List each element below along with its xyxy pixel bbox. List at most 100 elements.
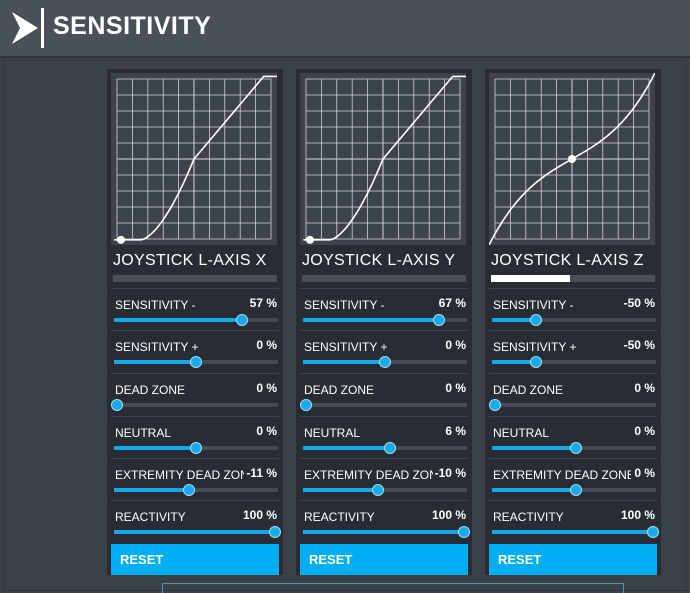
slider-handle[interactable] bbox=[569, 484, 582, 496]
setting-slider[interactable] bbox=[303, 442, 467, 454]
setting-slider[interactable] bbox=[303, 526, 470, 538]
setting-slider[interactable] bbox=[492, 526, 659, 538]
setting-label: REACTIVITY bbox=[115, 510, 186, 524]
setting-row-sensitivity-minus: SENSITIVITY - 57 % bbox=[111, 288, 279, 331]
setting-row-dead-zone: DEAD ZONE 0 % bbox=[111, 373, 279, 416]
setting-slider[interactable] bbox=[492, 356, 656, 368]
setting-label: NEUTRAL bbox=[115, 426, 172, 440]
setting-row-reactivity: REACTIVITY 100 % bbox=[300, 500, 470, 543]
axis-name: JOYSTICK L-AXIS Y bbox=[302, 252, 456, 269]
curve-position-marker bbox=[305, 235, 314, 244]
setting-slider[interactable] bbox=[492, 442, 656, 454]
slider-fill bbox=[114, 530, 278, 534]
slider-fill bbox=[114, 318, 242, 322]
setting-row-reactivity: REACTIVITY 100 % bbox=[489, 500, 659, 543]
reset-button[interactable]: RESET bbox=[111, 544, 279, 575]
setting-slider[interactable] bbox=[114, 314, 278, 326]
axis-panel-3: JOYSTICK L-AXIS Z SENSITIVITY - -50 % SENSI… bbox=[485, 69, 661, 575]
setting-slider[interactable] bbox=[114, 526, 281, 538]
slider-handle[interactable] bbox=[569, 442, 582, 454]
slider-handle[interactable] bbox=[111, 399, 123, 411]
graph-grid bbox=[305, 78, 461, 240]
response-curve-graph bbox=[300, 73, 466, 245]
setting-row-extremity-dead-zone: EXTREMITY DEAD ZONE -11 % bbox=[111, 458, 279, 501]
setting-value: 0 % bbox=[632, 466, 655, 480]
response-curve bbox=[303, 75, 466, 241]
setting-value: 0 % bbox=[254, 338, 277, 352]
setting-label: REACTIVITY bbox=[304, 510, 375, 524]
setting-slider[interactable] bbox=[303, 484, 467, 496]
axis-panel-1: JOYSTICK L-AXIS X SENSITIVITY -57 % SENSIT… bbox=[107, 69, 283, 575]
header-divider bbox=[41, 8, 44, 48]
slider-fill bbox=[492, 488, 576, 492]
header-bar: SENSITIVITY bbox=[0, 0, 690, 58]
setting-label: SENSITIVITY + bbox=[115, 340, 199, 354]
setting-slider[interactable] bbox=[114, 356, 278, 368]
setting-label: SENSITIVITY - bbox=[115, 298, 196, 312]
slider-handle[interactable] bbox=[372, 484, 385, 496]
setting-value: -50 % bbox=[621, 338, 655, 352]
axis-name: JOYSTICK L-AXIS Z bbox=[491, 252, 644, 269]
slider-handle[interactable] bbox=[647, 526, 659, 538]
setting-value: -50 % bbox=[621, 296, 655, 310]
setting-label: DEAD ZONE bbox=[115, 383, 186, 397]
setting-label: SENSITIVITY - bbox=[304, 298, 385, 312]
setting-value: 100 % bbox=[429, 508, 466, 522]
setting-slider[interactable] bbox=[300, 399, 467, 411]
setting-label: DEAD ZONE bbox=[304, 383, 375, 397]
setting-row-neutral: NEUTRAL 0 % bbox=[489, 416, 657, 459]
slider-handle[interactable] bbox=[530, 314, 543, 326]
setting-slider[interactable] bbox=[114, 484, 278, 496]
slider-handle[interactable] bbox=[235, 314, 248, 326]
slider-handle[interactable] bbox=[383, 442, 396, 454]
setting-slider[interactable] bbox=[303, 314, 467, 326]
setting-slider[interactable] bbox=[492, 314, 656, 326]
axis-input-level-bar bbox=[491, 275, 655, 282]
setting-row-extremity-dead-zone: EXTREMITY DEAD ZONE 0 % bbox=[489, 458, 657, 501]
setting-value: 0 % bbox=[443, 381, 466, 395]
setting-row-dead-zone: DEAD ZONE 0 % bbox=[300, 373, 468, 416]
setting-row-neutral: NEUTRAL 6 % bbox=[300, 416, 468, 459]
axis-panel-2: JOYSTICK L-AXIS Y SENSITIVITY -67 % SENSIT… bbox=[296, 69, 472, 575]
setting-slider[interactable] bbox=[303, 356, 467, 368]
setting-label: EXTREMITY DEAD ZONE bbox=[304, 468, 442, 482]
setting-slider[interactable] bbox=[489, 399, 656, 411]
setting-row-extremity-dead-zone: EXTREMITY DEAD ZONE -10 % bbox=[300, 458, 468, 501]
slider-handle[interactable] bbox=[379, 356, 391, 368]
setting-slider[interactable] bbox=[492, 484, 656, 496]
curve-position-marker bbox=[568, 155, 576, 163]
axis-input-level-fill bbox=[491, 275, 570, 282]
setting-row-sensitivity-plus: SENSITIVITY + -50 % bbox=[489, 330, 657, 373]
setting-slider[interactable] bbox=[114, 442, 278, 454]
graph-grid bbox=[116, 78, 272, 240]
slider-fill bbox=[492, 446, 576, 450]
setting-row-neutral: NEUTRAL 0 % bbox=[111, 416, 279, 459]
setting-value: 57 % bbox=[247, 296, 277, 310]
graph-grid bbox=[494, 78, 650, 240]
setting-row-dead-zone: DEAD ZONE 0 % bbox=[489, 373, 657, 416]
setting-value: 0 % bbox=[443, 338, 466, 352]
slider-handle[interactable] bbox=[300, 399, 312, 411]
response-curve-graph bbox=[489, 73, 655, 245]
setting-value: 0 % bbox=[632, 381, 655, 395]
slider-fill bbox=[492, 360, 537, 364]
slider-handle[interactable] bbox=[530, 356, 543, 368]
setting-value: 67 % bbox=[436, 296, 466, 310]
slider-handle[interactable] bbox=[190, 356, 202, 368]
response-curve bbox=[114, 75, 277, 241]
slider-handle[interactable] bbox=[458, 526, 470, 538]
slider-handle[interactable] bbox=[433, 314, 446, 326]
slider-fill bbox=[303, 488, 379, 492]
slider-handle[interactable] bbox=[183, 484, 196, 496]
slider-handle[interactable] bbox=[190, 442, 202, 454]
bottom-frame bbox=[162, 583, 624, 593]
reset-button[interactable]: RESET bbox=[300, 544, 468, 575]
setting-label: SENSITIVITY - bbox=[493, 298, 574, 312]
slider-fill bbox=[114, 360, 196, 364]
slider-fill bbox=[492, 530, 656, 534]
slider-fill bbox=[114, 488, 190, 492]
slider-handle[interactable] bbox=[269, 526, 281, 538]
reset-button[interactable]: RESET bbox=[489, 544, 657, 575]
slider-handle[interactable] bbox=[489, 399, 501, 411]
setting-slider[interactable] bbox=[111, 399, 278, 411]
